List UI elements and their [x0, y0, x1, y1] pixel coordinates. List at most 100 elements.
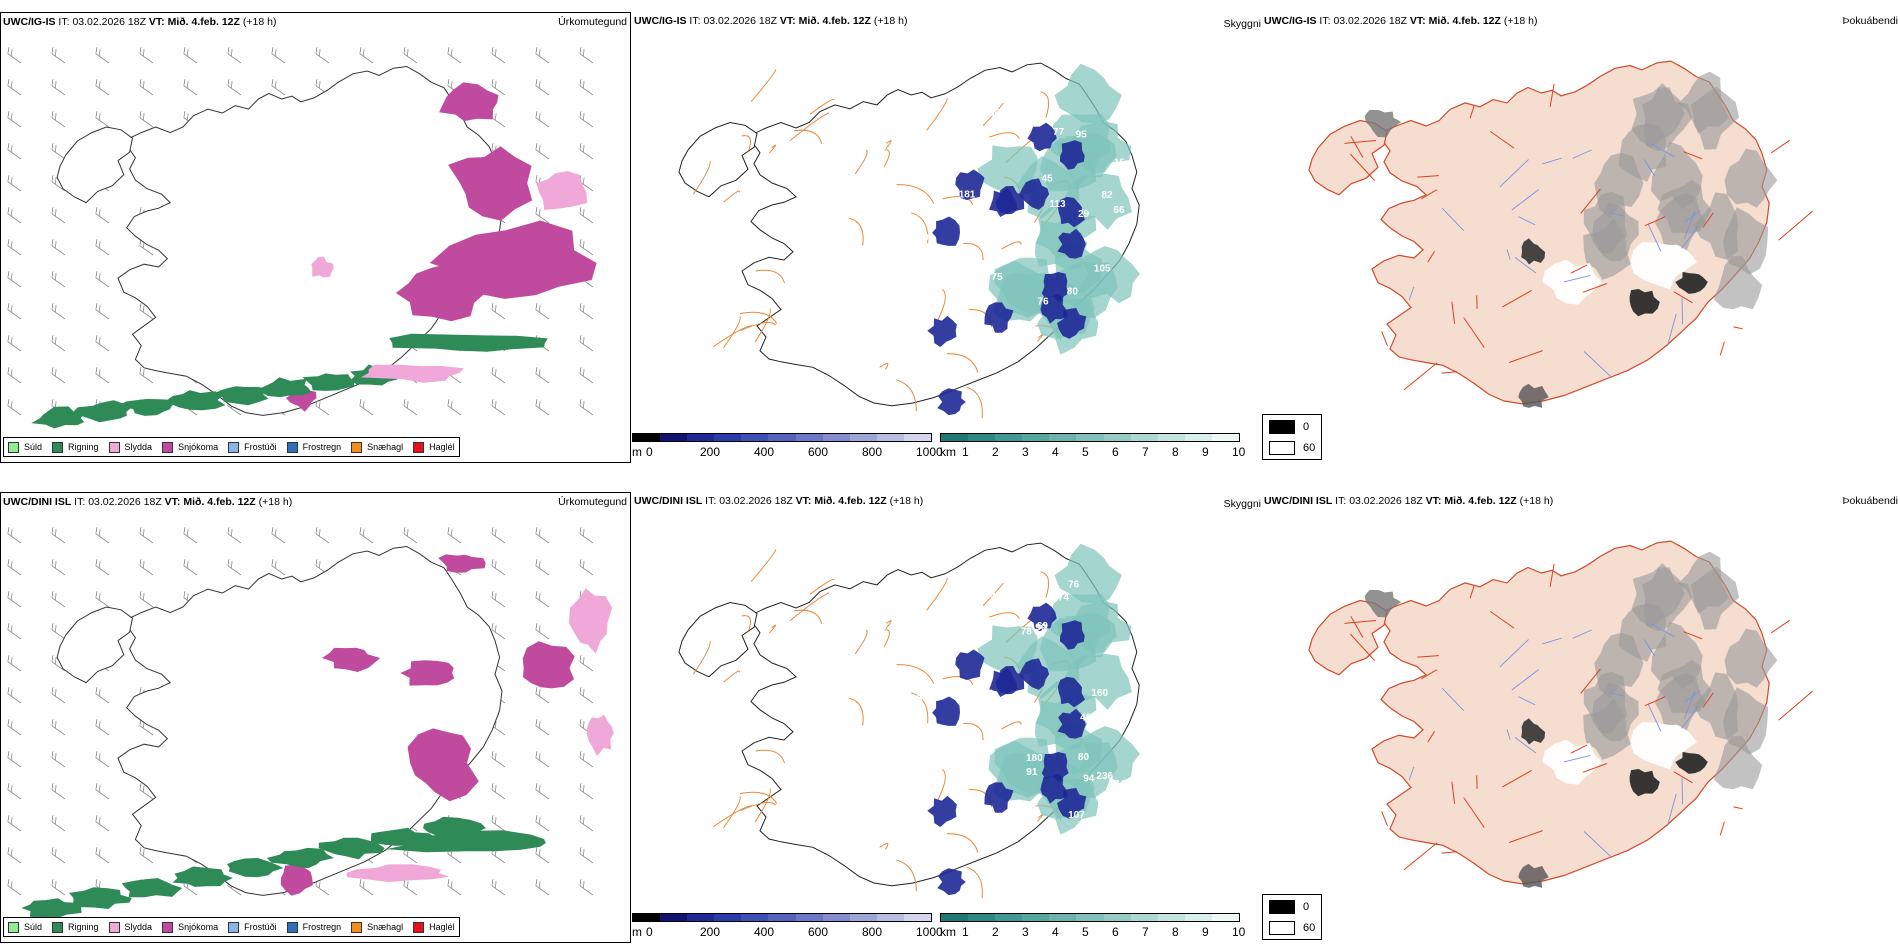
cloud-base-label: 32	[959, 204, 971, 215]
legend-item: Snjókoma	[162, 441, 218, 453]
panel-tag: Úrkomutegund	[558, 496, 627, 508]
legend-item: Súld	[8, 921, 43, 933]
cloud-base-label: 169	[912, 232, 929, 243]
legend-label: Rigning	[68, 442, 99, 452]
legend-item: Frostregn	[286, 441, 342, 453]
cloud-base-label: 91	[1026, 767, 1038, 778]
legend-swatch	[52, 441, 64, 453]
cloud-base-label: 97	[1073, 391, 1085, 402]
precip-type-panel-1: UWC/IG-IS IT: 03.02.2026 18Z VT: Mið. 4.…	[0, 12, 631, 463]
panel-title: UWC/DINI ISL IT: 03.02.2026 18Z VT: Mið.…	[634, 495, 924, 507]
colorbar-tick: 0	[646, 925, 653, 939]
cloud-base-label: 66	[1113, 205, 1125, 216]
colorbar-tick: 5	[1082, 925, 1089, 939]
cloud-base-label: 101	[985, 736, 1002, 747]
cloud-base-label: 160	[1091, 688, 1108, 699]
cloud-base-label: 103	[940, 133, 957, 144]
panel-tag: Þokuábendi	[1842, 15, 1898, 27]
colorbar-tick: 9	[1202, 925, 1209, 939]
colorbar-unit: km	[940, 445, 956, 459]
visibility-panel-2: UWC/DINI ISL IT: 03.02.2026 18Z VT: Mið.…	[632, 492, 1262, 950]
legend-label: Frostregn	[302, 442, 342, 452]
cloud-base-label: 84	[973, 208, 985, 219]
cloud-base-label: 105	[1094, 263, 1111, 274]
legend-item: Haglél	[413, 441, 455, 453]
colorbar-tick: 8	[1172, 445, 1179, 459]
legend-swatch	[162, 921, 174, 933]
legend-label: Haglél	[429, 922, 455, 932]
cloud-base-label: 131	[914, 280, 931, 291]
cloud-base-label: 48	[1080, 712, 1092, 723]
cloud-base-label: 12	[977, 294, 989, 305]
colorbar-tick: 7	[1142, 445, 1149, 459]
legend-item: Frostúði	[228, 921, 277, 933]
colorbar-tick: 600	[808, 445, 829, 459]
visibility-color-strip	[940, 913, 1240, 922]
panel-tag: Þokuábendi	[1842, 495, 1898, 507]
colorbar-unit: km	[940, 925, 956, 939]
legend-item: Súld	[8, 441, 43, 453]
colorbar-tick: 2	[992, 925, 999, 939]
cloud-base-label: 73	[961, 616, 973, 627]
legend-item: Haglél	[413, 921, 455, 933]
panel-title: UWC/IG-IS IT: 03.02.2026 18Z VT: Mið. 4.…	[3, 16, 277, 28]
cloud-base-label: 39	[1099, 375, 1111, 386]
colorbar-tick: 400	[754, 925, 775, 939]
cloud-base-label: 84	[967, 153, 979, 164]
fog-label-low: 0	[1303, 901, 1310, 913]
cloud-base-label: 236	[1096, 771, 1113, 782]
panel-title: UWC/DINI ISL IT: 03.02.2026 18Z VT: Mið.…	[1264, 495, 1554, 507]
fog-label-low: 0	[1303, 421, 1310, 433]
cloud-base-label: 64	[913, 255, 925, 266]
legend-swatch	[228, 921, 240, 933]
legend-item: Slydda	[108, 921, 152, 933]
colorbar-unit: m	[632, 925, 642, 939]
cloud-base-label: 74	[1104, 348, 1116, 359]
legend-item: Frostregn	[286, 921, 342, 933]
cloud-base-label: 94	[1055, 374, 1067, 385]
cloud-base-label: 35	[942, 362, 954, 373]
precip-type-panel-2: UWC/DINI ISL IT: 03.02.2026 18Z VT: Mið.…	[0, 492, 631, 943]
colorbar-tick: 400	[754, 445, 775, 459]
colorbar-tick: 1	[962, 445, 969, 459]
legend-label: Haglél	[429, 442, 455, 452]
cloudbase-color-strip	[632, 433, 932, 442]
colorbar-unit: m	[632, 445, 642, 459]
cloud-base-label: 56	[1108, 870, 1120, 881]
colorbar-tick: 9	[1202, 445, 1209, 459]
legend-label: Snjókoma	[178, 922, 219, 932]
legend-label: Slydda	[124, 442, 153, 452]
legend-swatch	[228, 441, 240, 453]
legend-swatch	[108, 921, 120, 933]
legend-label: Rigning	[68, 922, 99, 932]
legend-label: Snæhagl	[367, 442, 404, 452]
colorbar-tick: 7	[1142, 925, 1149, 939]
visibility-colorbar: km 1 2 3 4 5 6 7 8 9 10	[940, 433, 1245, 463]
cloud-base-label: 135	[1125, 788, 1142, 799]
legend-label: Súld	[24, 922, 43, 932]
colorbar-tick: 1	[962, 925, 969, 939]
fog-label-high: 60	[1303, 922, 1316, 934]
cloud-base-label: 76	[1068, 580, 1080, 591]
legend-swatch	[162, 441, 174, 453]
cloud-base-label: 76	[1037, 296, 1049, 307]
legend-swatch	[52, 921, 64, 933]
legend-label: Súld	[24, 442, 43, 452]
legend-swatch	[108, 441, 120, 453]
legend-item: Frostúði	[228, 441, 277, 453]
legend-swatch	[8, 441, 19, 453]
cloud-base-label: 69	[1037, 621, 1049, 632]
panel-title: UWC/IG-IS IT: 03.02.2026 18Z VT: Mið. 4.…	[1264, 15, 1538, 27]
panel-title: UWC/DINI ISL IT: 03.02.2026 18Z VT: Mið.…	[3, 496, 293, 508]
fog-panel-1: UWC/IG-IS IT: 03.02.2026 18Z VT: Mið. 4.…	[1262, 12, 1900, 463]
legend-label: Frostregn	[302, 922, 342, 932]
colorbar-tick: 800	[862, 445, 883, 459]
panel-tag: Úrkomutegund	[558, 16, 627, 28]
colorbar-tick: 1000	[916, 925, 943, 939]
cloud-base-label: 83	[1093, 714, 1105, 725]
legend-label: Frostúði	[244, 442, 277, 452]
cloudbase-colorbar: m 0 200 400 600 800 1000	[632, 913, 943, 943]
cloud-base-label: 105	[964, 828, 981, 839]
legend-swatch	[286, 441, 298, 453]
legend-swatch	[413, 921, 425, 933]
